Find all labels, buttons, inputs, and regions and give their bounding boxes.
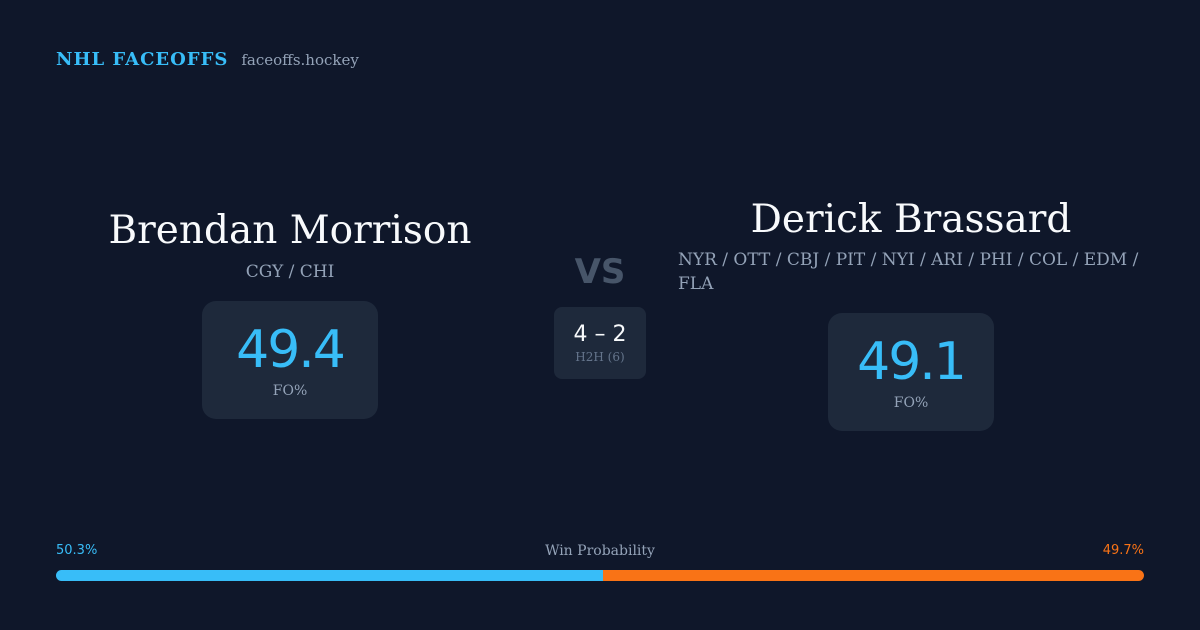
player-left-name: Brendan Morrison	[108, 208, 472, 253]
win-probability-labels: 50.3% Win Probability 49.7%	[56, 543, 1144, 563]
win-probability-bar-right	[603, 570, 1144, 581]
player-right-fo-value: 49.1	[857, 332, 967, 392]
player-right-teams: NYR / OTT / CBJ / PIT / NYI / ARI / PHI …	[678, 250, 1139, 294]
player-left-fo-label: FO%	[272, 383, 308, 399]
brand-header: NHL FACEOFFS faceoffs.hockey	[56, 49, 359, 70]
win-probability-title: Win Probability	[545, 543, 655, 559]
h2h-card: 4 – 2 H2H (6)	[554, 307, 646, 379]
brand-site[interactable]: faceoffs.hockey	[241, 51, 359, 69]
player-right-stat-card: 49.1 FO%	[828, 313, 994, 431]
player-left-stat-card: 49.4 FO%	[202, 301, 378, 419]
h2h-score: 4 – 2	[573, 322, 627, 347]
player-right-name: Derick Brassard	[750, 197, 1072, 242]
player-left-panel: Brendan Morrison CGY / CHI 49.4 FO%	[90, 206, 490, 419]
h2h-label: H2H (6)	[575, 350, 625, 364]
brand-title[interactable]: NHL FACEOFFS	[56, 49, 229, 70]
player-right-panel: Derick Brassard NYR / OTT / CBJ / PIT / …	[678, 195, 1144, 431]
win-probability-left: 50.3%	[56, 543, 98, 558]
win-probability-bar-left	[56, 570, 604, 581]
vs-label: VS	[574, 252, 626, 292]
player-left-fo-value: 49.4	[236, 320, 346, 380]
player-right-fo-label: FO%	[893, 395, 929, 411]
win-probability-bar	[56, 570, 1144, 581]
player-left-teams: CGY / CHI	[245, 262, 335, 282]
win-probability-right: 49.7%	[1102, 543, 1144, 558]
